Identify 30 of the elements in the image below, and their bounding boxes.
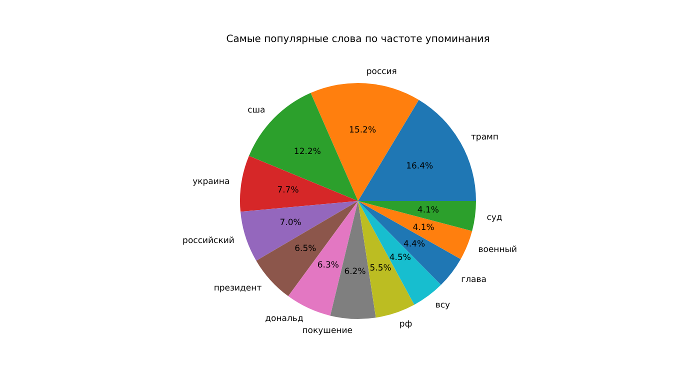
slice-label: россия: [366, 66, 397, 77]
pie-slice: [358, 201, 476, 232]
data-label: 6.2%: [344, 267, 366, 278]
data-label: 7.7%: [277, 186, 299, 196]
pie-slice: [240, 156, 358, 212]
slice-label: покушение: [302, 326, 352, 336]
data-label: 4.5%: [389, 253, 412, 264]
data-label: 15.2%: [349, 126, 376, 136]
data-label: 5.5%: [370, 263, 392, 274]
data-label: 6.3%: [317, 260, 339, 271]
slice-label: суд: [486, 212, 502, 223]
slice-label: трамп: [470, 132, 499, 142]
slice-label: глава: [461, 275, 486, 286]
data-label: 6.5%: [294, 244, 316, 254]
data-label: 7.0%: [280, 218, 302, 228]
data-label: 4.1%: [412, 222, 434, 233]
chart-title: Самые популярные слова по частоте упоминания: [226, 34, 490, 45]
slice-label: военный: [478, 245, 518, 256]
slice-label: рф: [399, 319, 412, 330]
data-label: 12.2%: [294, 146, 321, 157]
pie-slice: [240, 201, 358, 261]
data-label: 4.1%: [417, 205, 440, 216]
slice-label: украина: [192, 176, 230, 187]
slice-label: всу: [435, 300, 450, 311]
slice-label: сша: [248, 105, 266, 116]
slice-label: президент: [214, 283, 262, 294]
slice-label: российский: [182, 236, 234, 246]
data-label: 4.4%: [403, 239, 426, 250]
slice-label: дональд: [265, 314, 304, 324]
data-label: 16.4%: [406, 161, 434, 172]
